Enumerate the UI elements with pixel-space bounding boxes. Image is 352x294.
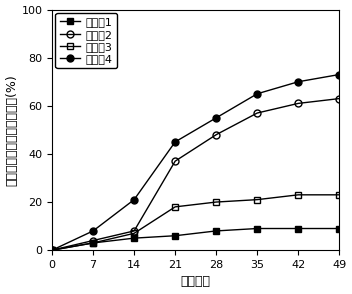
Y-axis label: 污染土壤中多环芳烃去除率(%): 污染土壤中多环芳烃去除率(%) [6, 74, 19, 186]
实验组2 [50, 248, 54, 252]
实验组3 [132, 232, 136, 235]
实验组4 [50, 248, 54, 252]
实验组3 [296, 193, 300, 197]
Line: 实验组3: 实验组3 [49, 191, 343, 254]
实验组4 [337, 73, 341, 76]
实验组1 [50, 248, 54, 252]
实验组1 [214, 229, 218, 233]
实验组2 [296, 102, 300, 105]
实验组3 [337, 193, 341, 197]
实验组1 [255, 227, 259, 230]
实验组1 [296, 227, 300, 230]
实验组4 [132, 198, 136, 201]
实验组2 [91, 239, 95, 242]
Legend: 实验组1, 实验组2, 实验组3, 实验组4: 实验组1, 实验组2, 实验组3, 实验组4 [55, 13, 117, 69]
Line: 实验组1: 实验组1 [49, 225, 343, 254]
实验组2 [173, 159, 177, 163]
Line: 实验组4: 实验组4 [49, 71, 343, 254]
Line: 实验组2: 实验组2 [49, 95, 343, 254]
X-axis label: 堆肺天数: 堆肺天数 [181, 275, 211, 288]
实验组1 [173, 234, 177, 238]
实验组3 [50, 248, 54, 252]
实验组2 [214, 133, 218, 136]
实验组1 [132, 236, 136, 240]
实验组3 [173, 205, 177, 209]
实验组1 [91, 241, 95, 245]
实验组3 [255, 198, 259, 201]
实验组4 [214, 116, 218, 120]
实验组3 [214, 200, 218, 204]
实验组2 [337, 97, 341, 100]
实验组3 [91, 241, 95, 245]
实验组4 [296, 80, 300, 83]
实验组4 [91, 229, 95, 233]
实验组2 [132, 229, 136, 233]
实验组2 [255, 111, 259, 115]
实验组4 [255, 92, 259, 96]
实验组4 [173, 140, 177, 144]
实验组1 [337, 227, 341, 230]
